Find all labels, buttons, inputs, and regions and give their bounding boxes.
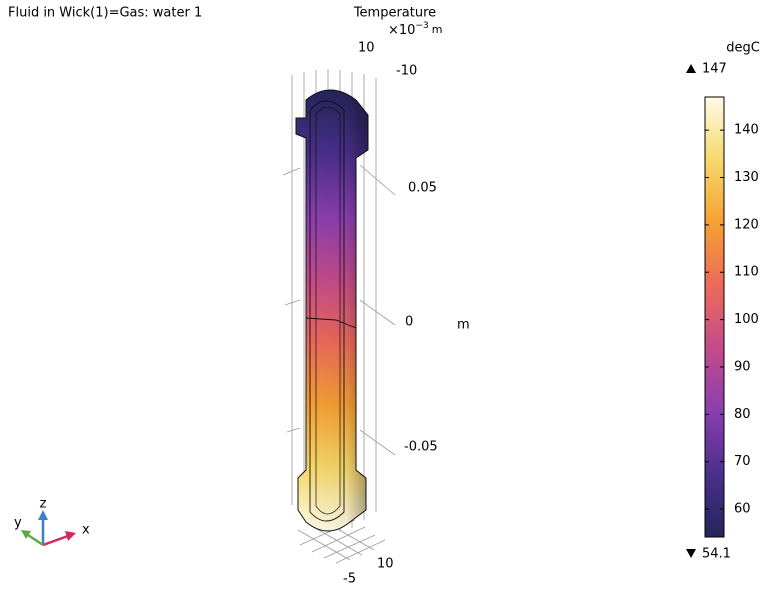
plot-title: Fluid in Wick(1)=Gas: water 1 bbox=[8, 6, 202, 21]
colorbar bbox=[705, 97, 724, 537]
triad-y: y bbox=[14, 516, 22, 531]
x-tick-label: 10 bbox=[377, 557, 394, 572]
triad-x: x bbox=[82, 523, 90, 538]
scale-exponent: −3 bbox=[415, 21, 428, 31]
heat-pipe bbox=[296, 90, 368, 531]
max-marker bbox=[686, 64, 696, 73]
colorbar-tick-label: 110 bbox=[734, 265, 759, 280]
colorbar-tick-label: 90 bbox=[734, 359, 751, 374]
colorbar-tick-label: 100 bbox=[734, 312, 759, 327]
colorbar-tick-label: 80 bbox=[734, 407, 751, 422]
x-tick-label: -5 bbox=[343, 572, 356, 587]
scale-unit: m bbox=[432, 23, 443, 36]
axis-triad: x y z bbox=[14, 497, 90, 546]
scale-multiplier: ×10 bbox=[388, 23, 415, 38]
y-tick-label: 10 bbox=[358, 41, 375, 56]
colorbar-min: 54.1 bbox=[702, 547, 731, 562]
chart: Fluid in Wick(1)=Gas: water 1 Temperatur… bbox=[0, 0, 764, 603]
colorbar-unit: degC bbox=[726, 41, 760, 56]
z-tick-label: 0.05 bbox=[408, 181, 437, 196]
z-tick-label: -0.05 bbox=[404, 440, 438, 455]
colorbar-tick-label: 60 bbox=[734, 502, 751, 517]
colorbar-max: 147 bbox=[702, 62, 727, 77]
colorbar-tick-label: 120 bbox=[734, 217, 759, 232]
min-marker bbox=[686, 549, 696, 558]
triad-z: z bbox=[40, 497, 47, 512]
plot-subtitle: Temperature bbox=[353, 6, 436, 21]
colorbar-tick-label: 140 bbox=[734, 123, 759, 138]
colorbar-tick-label: 70 bbox=[734, 454, 751, 469]
y-tick-label: -10 bbox=[396, 64, 417, 79]
axis-scale: ×10−3 m bbox=[388, 21, 442, 38]
z-unit: m bbox=[457, 318, 470, 333]
colorbar-tick-label: 130 bbox=[734, 170, 759, 185]
z-tick-label: 0 bbox=[405, 315, 413, 330]
